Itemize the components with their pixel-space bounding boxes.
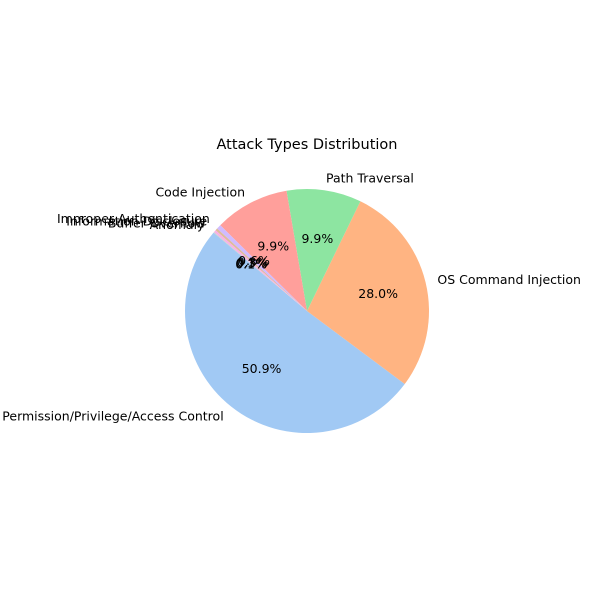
- pie-slice: [185, 232, 405, 433]
- slice-label: OS Command Injection: [437, 272, 581, 287]
- slice-label: Information Disclosure: [66, 214, 207, 229]
- slice-percent-label: 28.0%: [358, 286, 398, 301]
- slice-label: Buffer Overflow: [108, 216, 206, 231]
- pie-slice: [217, 225, 307, 311]
- slice-label: Path Traversal: [326, 171, 414, 186]
- slice-percent-label: 9.9%: [257, 239, 289, 254]
- slice-label: Anomaly: [150, 217, 205, 232]
- pie-slice: [220, 190, 307, 311]
- slice-percent-label: 0.3%: [237, 255, 269, 270]
- slice-percent-label: 0.6%: [238, 253, 270, 268]
- slice-percent-label: 0.3%: [236, 256, 268, 271]
- pie-slice: [213, 231, 307, 311]
- pie-labels: Permission/Privilege/Access Control 50.9%…: [2, 171, 581, 424]
- pie-slices: [185, 189, 429, 433]
- slice-percent-label: 9.9%: [301, 231, 333, 246]
- slice-label: Permission/Privilege/Access Control: [2, 409, 223, 424]
- chart-title: Attack Types Distribution: [217, 137, 398, 153]
- slice-label: Code Injection: [155, 184, 245, 199]
- slice-label: Improper Authentication: [57, 211, 210, 226]
- slice-percent-label: 50.9%: [242, 361, 282, 376]
- pie-slice: [215, 228, 307, 311]
- pie-slice: [214, 230, 307, 311]
- slice-percent-label: 0.1%: [235, 256, 267, 271]
- pie-slice: [307, 201, 429, 385]
- pie-slice: [286, 189, 361, 311]
